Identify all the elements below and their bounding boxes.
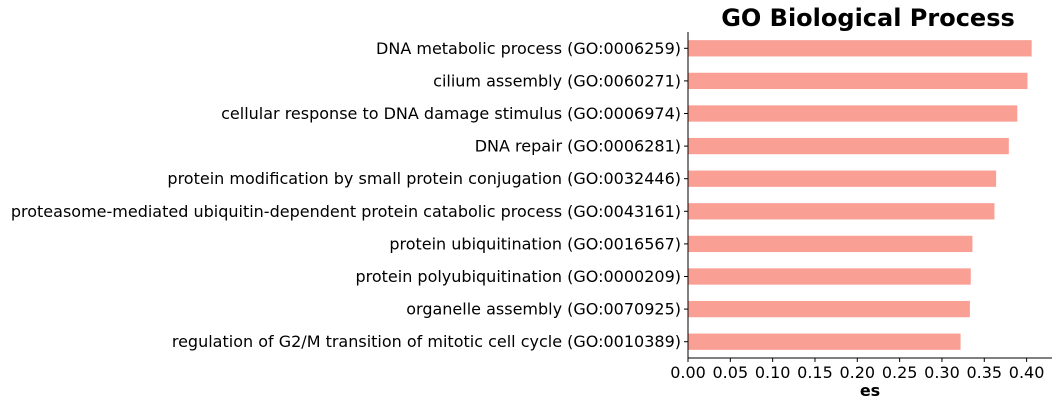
x-tick-label: 0.00 xyxy=(670,363,706,382)
bar xyxy=(688,170,997,187)
x-tick-label: 0.25 xyxy=(882,363,918,382)
category-label: regulation of G2/M transition of mitotic… xyxy=(172,332,681,351)
chart-title: GO Biological Process xyxy=(721,4,1015,32)
bar xyxy=(688,105,1018,122)
category-label: protein polyubiquitination (GO:0000209) xyxy=(355,267,681,286)
x-tick-label: 0.40 xyxy=(1009,363,1045,382)
category-label: proteasome-mediated ubiquitin-dependent … xyxy=(11,202,681,221)
category-labels: DNA metabolic process (GO:0006259) cilium… xyxy=(11,39,688,351)
bar xyxy=(688,235,973,253)
category-label: organelle assembly (GO:0070925) xyxy=(406,300,681,319)
bar xyxy=(688,300,970,318)
x-tick-label: 0.30 xyxy=(924,363,960,382)
category-label: protein ubiquitination (GO:0016567) xyxy=(389,234,681,253)
x-tick-label: 0.35 xyxy=(966,363,1002,382)
x-axis-ticks: 0.00 0.05 0.10 0.15 0.20 0.25 0.30 0.35 0.40 xyxy=(670,358,1044,382)
x-tick-label: 0.05 xyxy=(713,363,749,382)
x-tick-label: 0.20 xyxy=(839,363,875,382)
bar xyxy=(688,333,961,350)
category-label: DNA metabolic process (GO:0006259) xyxy=(376,39,681,58)
bars-layer xyxy=(688,40,1032,350)
bar xyxy=(688,137,1009,155)
category-label: protein modification by small protein co… xyxy=(167,169,681,188)
bar xyxy=(688,203,995,220)
category-label: cilium assembly (GO:0060271) xyxy=(433,71,681,90)
bar xyxy=(688,40,1032,57)
category-label: cellular response to DNA damage stimulus… xyxy=(221,104,681,123)
bar xyxy=(688,268,971,285)
category-label: DNA repair (GO:0006281) xyxy=(475,137,681,156)
x-tick-label: 0.10 xyxy=(755,363,791,382)
x-axis-title: es xyxy=(860,381,880,400)
x-tick-label: 0.15 xyxy=(797,363,833,382)
bar xyxy=(688,72,1028,90)
